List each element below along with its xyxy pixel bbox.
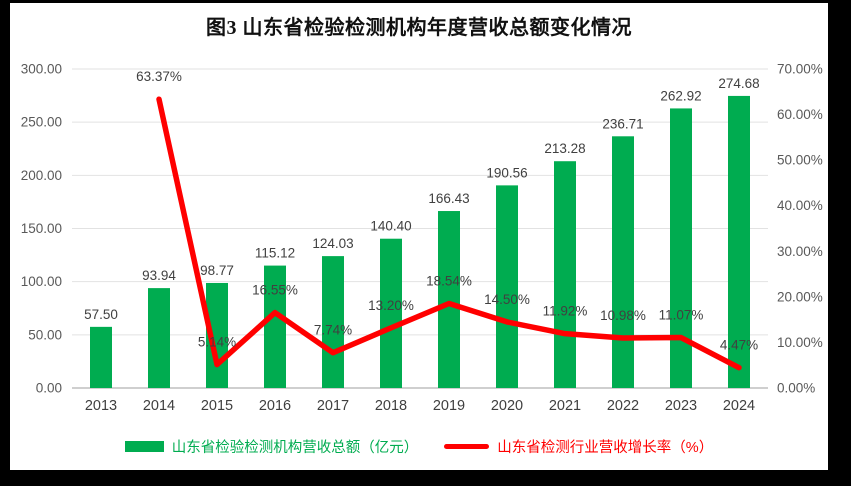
bar-value-label: 236.71 (602, 116, 643, 131)
legend-label-revenue: 山东省检验检测机构营收总额（亿元） (171, 440, 419, 456)
bar-2021 (554, 161, 576, 388)
bar-value-label: 166.43 (428, 191, 469, 206)
bar-value-label: 262.92 (660, 88, 701, 103)
bar-2014 (148, 288, 170, 388)
line-value-label: 11.92% (543, 304, 588, 319)
bar-value-label: 140.40 (370, 219, 411, 234)
legend-item-growth-rate: 山东省检测行业营收增长率（%） (444, 436, 713, 457)
chart-plot-area: 0.00 50.00 100.00 150.00 200.00 250.00 300.00 0… (21, 62, 823, 415)
bar-2016 (264, 265, 286, 388)
right-axis-tick-label: 30.00% (777, 244, 823, 259)
right-axis-tick-label: 20.00% (777, 289, 823, 304)
bar-2017 (322, 256, 344, 388)
bar-value-label: 93.94 (142, 268, 176, 283)
x-axis-label-2021: 2021 (549, 398, 581, 414)
legend-item-revenue: 山东省检验检测机构营收总额（亿元） (124, 436, 419, 457)
left-axis-tick-label: 150.00 (21, 221, 62, 236)
right-axis-tick-label: 40.00% (777, 198, 823, 213)
x-axis-label-2024: 2024 (723, 398, 755, 414)
bar-value-label: 115.12 (255, 246, 295, 261)
line-value-label: 13.20% (368, 298, 414, 313)
x-axis-label-2019: 2019 (433, 398, 465, 414)
x-axis-label-2017: 2017 (317, 398, 349, 414)
line-value-label: 4.47% (720, 338, 758, 353)
right-axis-tick-label: 10.00% (777, 335, 823, 350)
right-axis-tick-label: 60.00% (777, 107, 823, 122)
bar-2023 (670, 108, 692, 388)
chart-panel: 图3 山东省检验检测机构年度营收总额变化情况 0.00 50.00 100.00 15… (10, 3, 828, 470)
x-axis-label-2018: 2018 (375, 398, 407, 414)
x-axis-label-2016: 2016 (259, 398, 291, 414)
line-value-label: 14.50% (484, 292, 530, 307)
bar-2019 (438, 211, 460, 388)
line-value-label: 18.54% (426, 274, 472, 289)
chart-legend: 山东省检验检测机构营收总额（亿元） 山东省检测行业营收增长率（%） (10, 436, 828, 457)
left-axis-tick-label: 0.00 (36, 381, 62, 396)
line-value-label: 10.98% (600, 308, 646, 323)
left-axis-tick-label: 200.00 (21, 168, 62, 183)
left-axis-tick-label: 300.00 (21, 62, 62, 77)
bar-2024 (728, 95, 750, 389)
line-series-swatch-icon (444, 444, 490, 449)
chart-title: 图3 山东省检验检测机构年度营收总额变化情况 (206, 17, 632, 39)
x-axis-label-2020: 2020 (491, 398, 523, 414)
line-value-label: 11.07% (659, 308, 704, 323)
right-axis-tick-label: 50.00% (777, 153, 823, 168)
bar-2022 (612, 136, 634, 388)
x-axis-label-2013: 2013 (85, 398, 117, 414)
legend-label-growth-rate: 山东省检测行业营收增长率（%） (497, 440, 714, 456)
left-axis-tick-label: 50.00 (28, 327, 62, 342)
line-value-label: 5.14% (198, 335, 236, 350)
bar-value-label: 124.03 (312, 236, 353, 251)
bar-value-label: 213.28 (544, 141, 585, 156)
bar-2013 (90, 326, 112, 388)
right-axis-tick-label: 0.00% (777, 381, 815, 396)
right-axis-tick-label: 70.00% (777, 62, 823, 77)
bar-2020 (496, 185, 518, 388)
left-axis-tick-label: 250.00 (21, 115, 62, 130)
bar-value-label: 57.50 (84, 307, 118, 322)
line-value-label: 16.55% (252, 283, 298, 298)
growth-rate-line (156, 96, 742, 371)
bar-series-swatch-icon (124, 441, 164, 452)
x-axis-label-2023: 2023 (665, 398, 697, 414)
bar-value-label: 190.56 (486, 165, 527, 180)
line-value-label: 7.74% (314, 323, 352, 338)
bar-2018 (380, 238, 402, 388)
x-axis-label-2015: 2015 (201, 398, 233, 414)
bar-value-label: 274.68 (718, 76, 759, 91)
bar-value-label: 98.77 (200, 263, 234, 278)
x-axis-label-2014: 2014 (143, 398, 175, 414)
x-axis-label-2022: 2022 (607, 398, 639, 414)
line-value-label: 63.37% (136, 69, 182, 84)
left-axis-tick-label: 100.00 (21, 274, 62, 289)
